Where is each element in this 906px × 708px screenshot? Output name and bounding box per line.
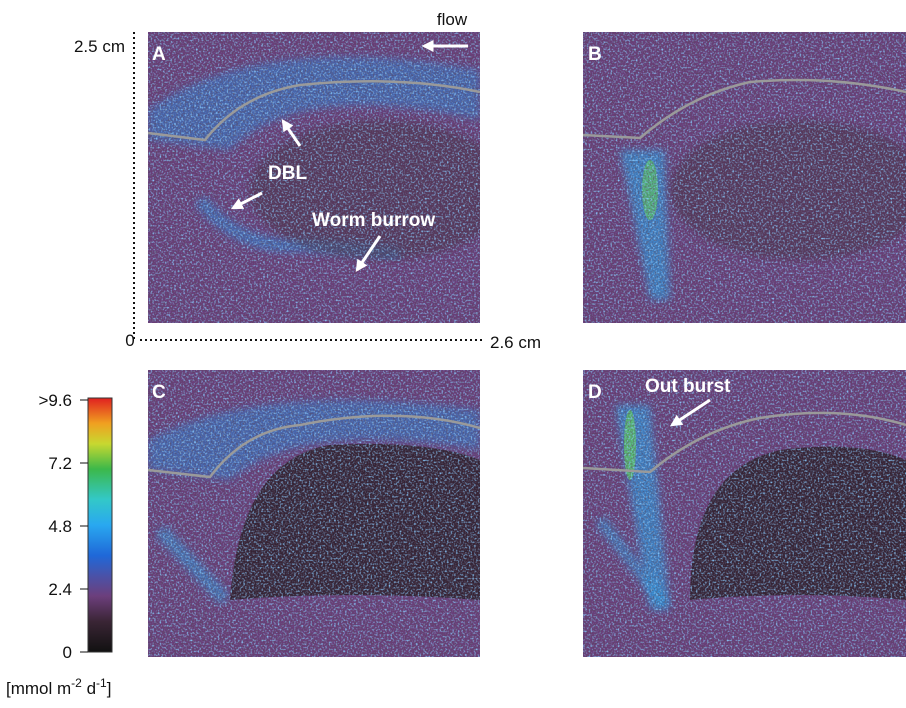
- colorbar-tick-label: 7.2: [48, 454, 72, 473]
- panel-label: D: [588, 382, 602, 403]
- unit-part: ]: [107, 679, 112, 698]
- annotation: Out burst: [645, 376, 731, 397]
- annotation-arrow: [281, 119, 302, 147]
- colorbar-ticks: 0 2.4 4.8 7.2 >9.6: [38, 391, 88, 662]
- panel-d-image: [583, 370, 906, 657]
- colorbar-unit: [mmol m-2 d-1]: [6, 676, 111, 698]
- annotation-arrow: [355, 235, 382, 272]
- colorbar-tick-label: 4.8: [48, 517, 72, 536]
- panel-label: A: [152, 44, 166, 65]
- flow-label: flow: [437, 10, 468, 29]
- colorbar-tick-label: 0: [63, 643, 72, 662]
- annotation-arrow: [669, 398, 711, 427]
- panel-b-image: [583, 32, 906, 323]
- annotation-arrow: [230, 191, 263, 210]
- annotation: Worm burrow: [312, 210, 435, 231]
- panel-c-image: [148, 370, 480, 657]
- scale-origin-label: 0: [125, 331, 134, 350]
- panel-label: B: [588, 44, 602, 65]
- colorbar-tick-label: >9.6: [38, 391, 72, 410]
- panel-a-image: [148, 32, 480, 323]
- scale-top-label: 2.5 cm: [74, 37, 125, 56]
- unit-part: d: [82, 679, 96, 698]
- unit-exponent: -2: [71, 676, 82, 690]
- panel-label: C: [152, 382, 166, 403]
- scale-right-label: 2.6 cm: [490, 333, 541, 352]
- colorbar-tick-label: 2.4: [48, 580, 72, 599]
- unit-exponent: -1: [96, 676, 107, 690]
- colorbar: [87, 397, 113, 653]
- unit-part: [mmol m: [6, 679, 71, 698]
- annotation: DBL: [268, 163, 307, 184]
